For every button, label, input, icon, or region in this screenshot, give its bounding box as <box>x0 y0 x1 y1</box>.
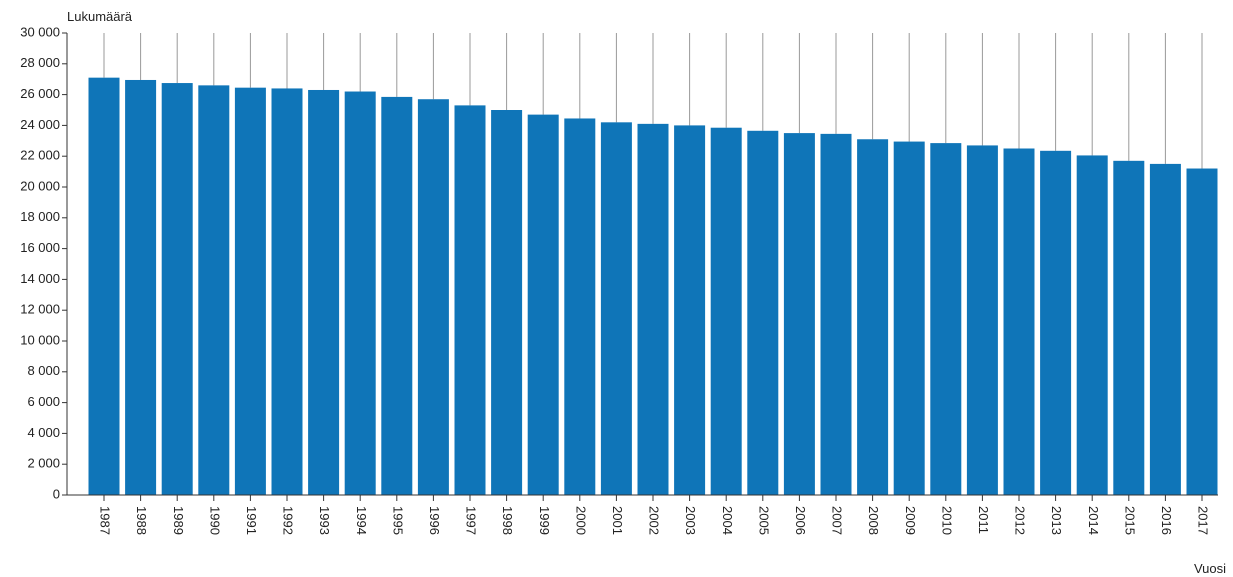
x-tick-label: 2016 <box>1159 506 1174 535</box>
x-tick-label: 2015 <box>1122 506 1137 535</box>
bar-2006 <box>783 133 815 495</box>
x-tick-label: 2017 <box>1196 506 1211 535</box>
x-tick-label: 1993 <box>317 506 332 535</box>
x-tick-label: 2005 <box>756 506 771 535</box>
y-tick-label: 24 000 <box>20 117 60 132</box>
x-tick-label: 2011 <box>976 506 991 534</box>
bar-2008 <box>857 139 889 495</box>
y-tick-label: 4 000 <box>27 425 60 440</box>
x-tick-label: 1988 <box>134 506 149 535</box>
y-tick-label: 30 000 <box>20 24 60 39</box>
bar-2011 <box>966 145 998 496</box>
bar-2001 <box>600 122 632 495</box>
bar-1990 <box>198 85 230 496</box>
x-tick-label: 1990 <box>207 506 222 535</box>
y-tick-label: 14 000 <box>20 271 60 286</box>
y-tick-label: 10 000 <box>20 332 60 347</box>
x-tick-label: 2000 <box>573 506 588 535</box>
bar-1998 <box>491 110 523 495</box>
x-tick-label: 1987 <box>98 506 113 535</box>
x-tick-label: 2002 <box>647 506 662 535</box>
x-tick-label: 1989 <box>171 506 186 535</box>
x-tick-label: 2001 <box>610 506 625 535</box>
bar-1996 <box>417 99 449 495</box>
y-tick-label: 16 000 <box>20 240 60 255</box>
bar-2003 <box>674 125 706 496</box>
y-axis-ticks: 0 2 000 4 000 6 000 8 000 10 000 12 000 14 000 1… <box>20 24 67 501</box>
bar-1993 <box>308 89 340 495</box>
x-tick-label: 1994 <box>354 506 369 535</box>
bar-1987 <box>88 77 120 495</box>
bar-2016 <box>1149 163 1181 495</box>
gridlines <box>103 33 1203 169</box>
y-tick-label: 18 000 <box>20 209 60 224</box>
x-tick-label: 2008 <box>866 506 881 535</box>
x-tick-label: 2007 <box>830 506 845 535</box>
x-axis-title: Vuosi <box>1194 561 1226 576</box>
y-tick-label: 8 000 <box>27 363 60 378</box>
x-tick-label: 1999 <box>537 506 552 535</box>
bar-2013 <box>1040 150 1072 495</box>
bar-2010 <box>930 143 962 496</box>
bar-2002 <box>637 123 669 496</box>
bar-2017 <box>1186 168 1218 495</box>
y-tick-label: 20 000 <box>20 178 60 193</box>
bars <box>88 77 1218 496</box>
x-tick-label: 1992 <box>281 506 296 535</box>
bar-1994 <box>344 91 376 496</box>
y-tick-label: 22 000 <box>20 148 60 163</box>
bar-1989 <box>161 83 193 496</box>
bar-1991 <box>234 87 266 496</box>
y-tick-label: 26 000 <box>20 86 60 101</box>
x-axis-ticks: 1987 1988 1989 1990 1991 1992 1993 1994 1995 1996… <box>98 495 1211 535</box>
x-tick-label: 2010 <box>939 506 954 535</box>
bar-2000 <box>564 118 596 495</box>
bar-1995 <box>381 96 413 495</box>
bar-1999 <box>527 114 559 496</box>
bar-2007 <box>820 133 852 495</box>
x-tick-label: 2006 <box>793 506 808 535</box>
bar-2014 <box>1076 155 1108 495</box>
x-tick-label: 1991 <box>244 506 259 535</box>
y-tick-label: 12 000 <box>20 302 60 317</box>
y-tick-label: 28 000 <box>20 55 60 70</box>
x-tick-label: 2004 <box>720 506 735 535</box>
bar-1992 <box>271 88 303 495</box>
x-tick-label: 2003 <box>683 506 698 535</box>
x-tick-label: 2014 <box>1086 506 1101 535</box>
bar-1988 <box>125 79 157 495</box>
x-tick-label: 1997 <box>464 506 479 535</box>
x-tick-label: 2013 <box>1049 506 1064 535</box>
bar-1997 <box>454 105 486 495</box>
x-tick-label: 2012 <box>1013 506 1028 535</box>
x-tick-label: 2009 <box>903 506 918 535</box>
x-tick-label: 1996 <box>427 506 442 535</box>
bar-2012 <box>1003 148 1035 495</box>
axes <box>66 33 1218 496</box>
x-tick-label: 1995 <box>390 506 405 535</box>
y-tick-label: 6 000 <box>27 394 60 409</box>
x-tick-label: 1998 <box>500 506 515 535</box>
bar-2005 <box>747 130 779 496</box>
bar-2004 <box>710 127 742 496</box>
y-tick-label: 0 <box>53 486 60 501</box>
y-tick-label: 2 000 <box>27 456 60 471</box>
bar-2009 <box>893 141 925 495</box>
y-axis-title: Lukumäärä <box>67 9 133 24</box>
bar-2015 <box>1113 160 1145 495</box>
